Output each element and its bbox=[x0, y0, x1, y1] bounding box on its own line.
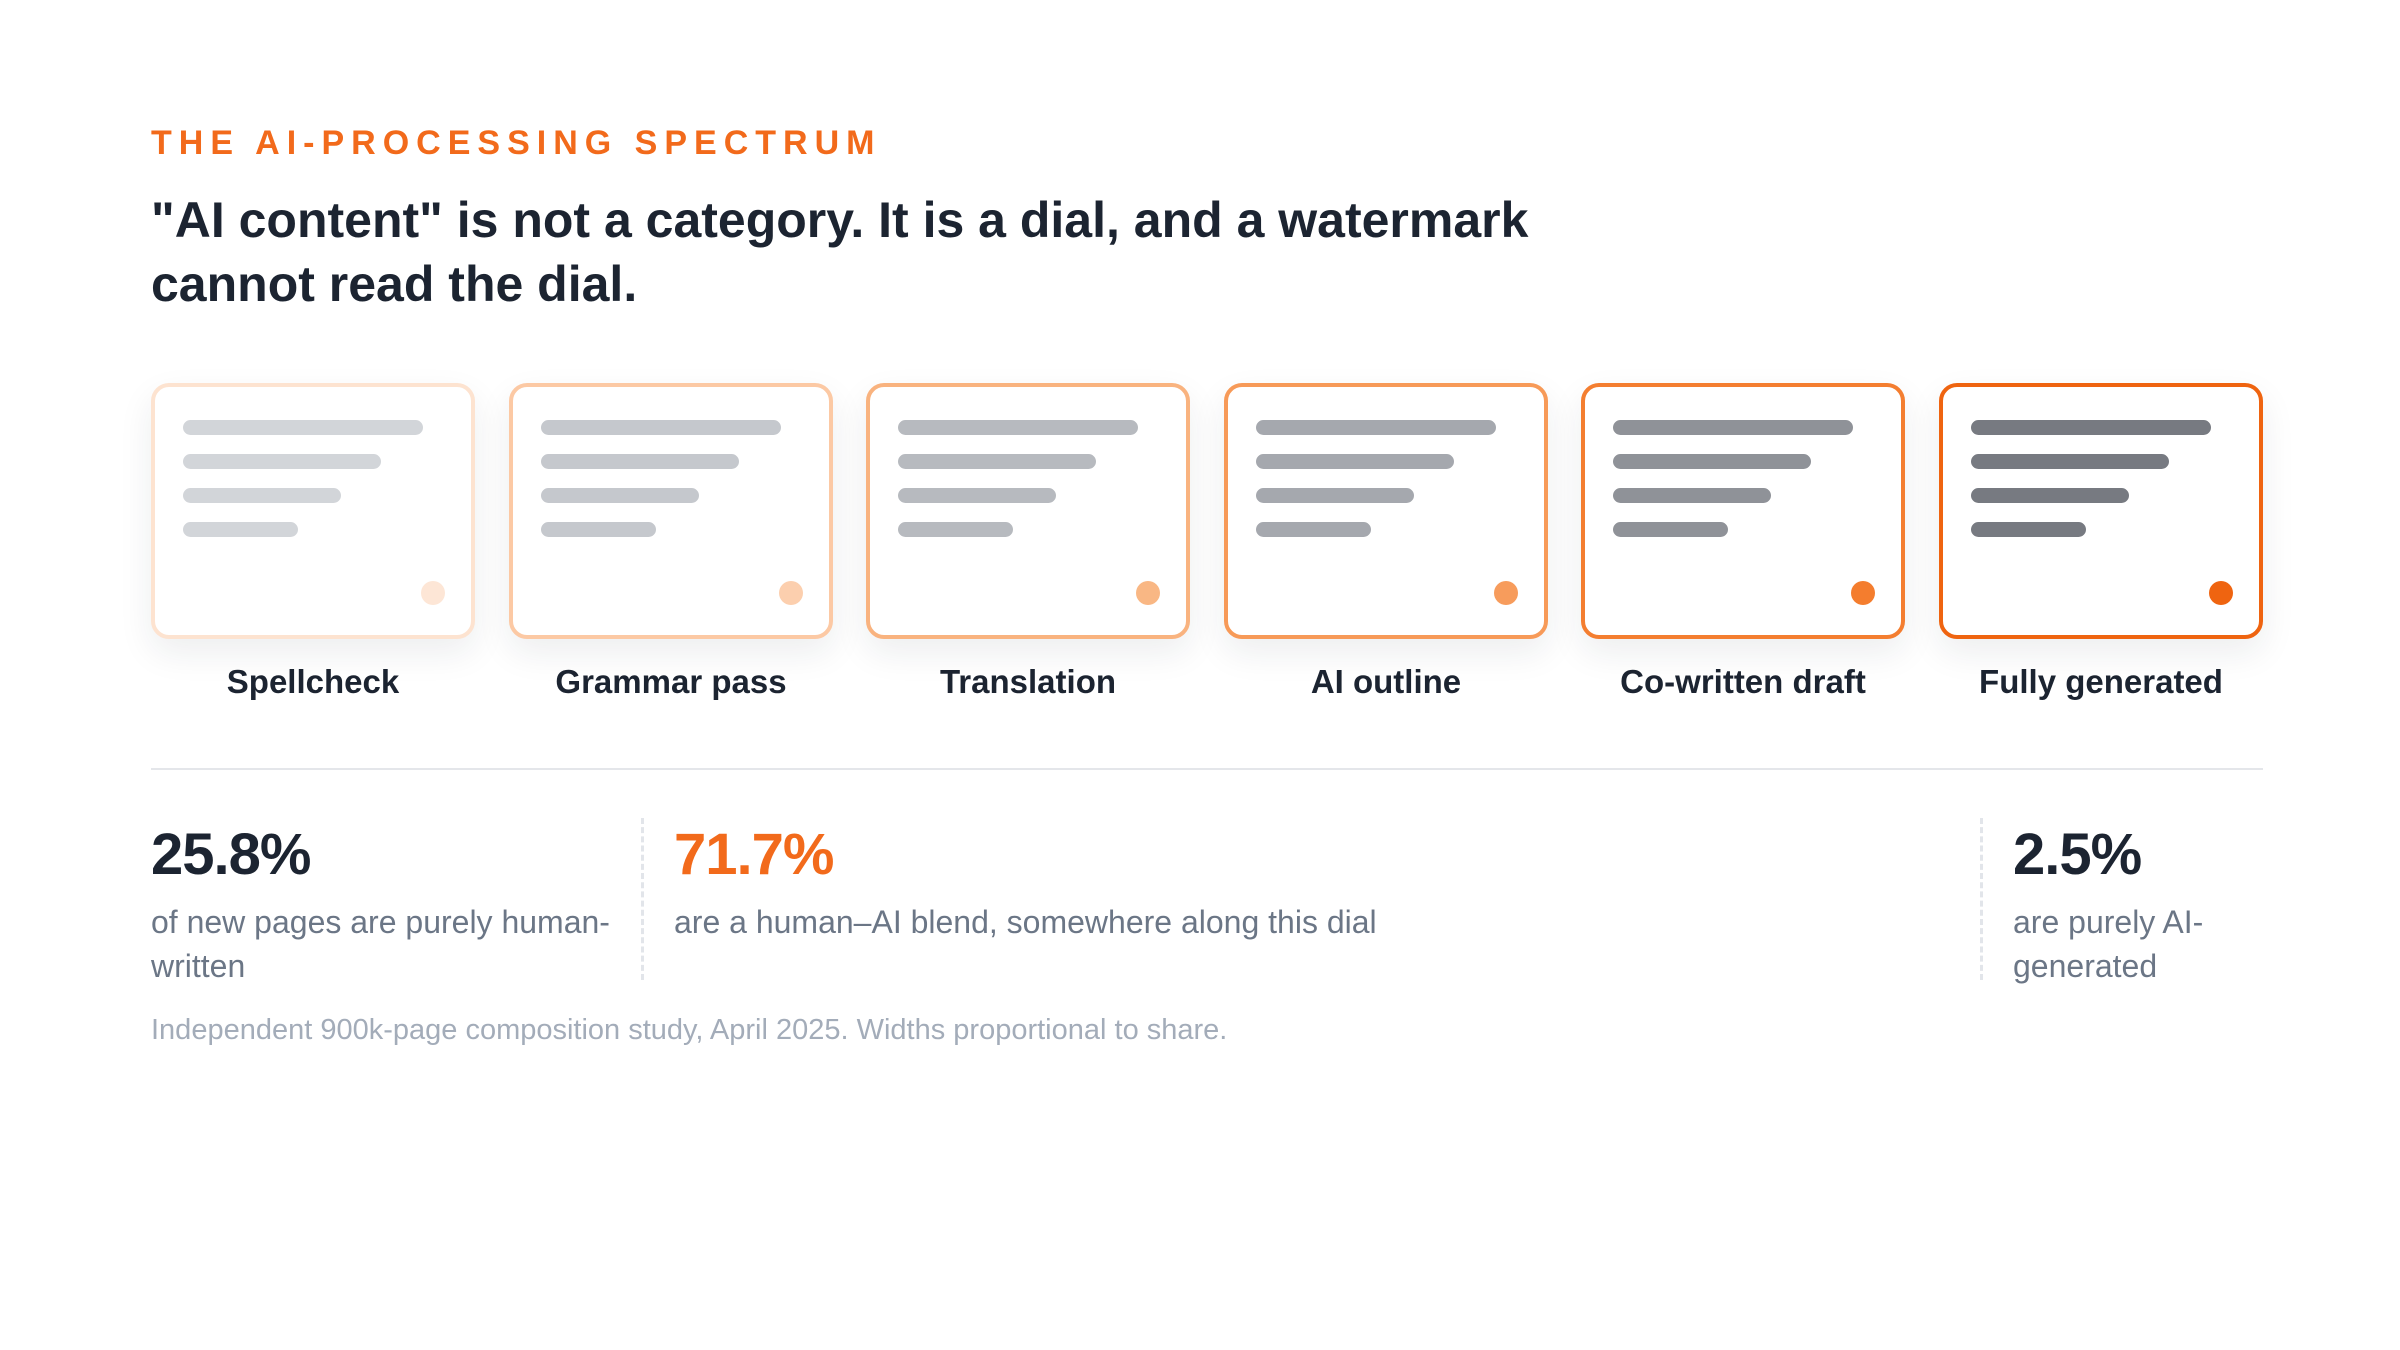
spectrum-step: Translation bbox=[866, 383, 1190, 701]
spectrum-step-label: Fully generated bbox=[1979, 663, 2223, 700]
spectrum-step-label: Grammar pass bbox=[555, 663, 787, 700]
document-card bbox=[1581, 383, 1905, 639]
stat-description: are purely AI-generated bbox=[2013, 904, 2204, 984]
text-line-placeholder bbox=[183, 488, 341, 503]
document-card bbox=[509, 383, 833, 639]
text-line-placeholder bbox=[183, 454, 381, 469]
text-line-placeholder bbox=[1613, 420, 1853, 435]
text-line-placeholder bbox=[541, 522, 656, 537]
text-line-placeholder bbox=[1971, 522, 2086, 537]
ai-intensity-dot-icon bbox=[2209, 581, 2233, 605]
spectrum-cards: Spellcheck Grammar pass Translation AI outl… bbox=[151, 383, 2263, 703]
text-line-placeholder bbox=[541, 454, 739, 469]
stat-human: 25.8% of new pages are purely human-writ… bbox=[151, 822, 621, 988]
stat-blend: 71.7% are a human–AI blend, somewhere al… bbox=[674, 822, 1934, 944]
stat-separator bbox=[641, 818, 644, 980]
headline: "AI content" is not a category. It is a … bbox=[151, 192, 1529, 312]
spectrum-step-label: AI outline bbox=[1310, 663, 1462, 700]
document-card bbox=[1939, 383, 2263, 639]
spectrum-step: Grammar pass bbox=[509, 383, 833, 701]
ai-intensity-dot-icon bbox=[421, 581, 445, 605]
eyebrow-label: THE AI-PROCESSING SPECTRUM bbox=[151, 124, 882, 162]
text-line-placeholder bbox=[898, 488, 1056, 503]
stat-separator bbox=[1980, 818, 1983, 980]
text-line-placeholder bbox=[1256, 488, 1414, 503]
spectrum-step-label: Translation bbox=[939, 663, 1117, 700]
spectrum-step: AI outline bbox=[1224, 383, 1548, 701]
divider bbox=[151, 768, 2263, 770]
spectrum-step: Fully generated bbox=[1939, 383, 2263, 701]
stat-description: are a human–AI blend, somewhere along th… bbox=[674, 904, 1377, 940]
stat-value: 71.7% bbox=[674, 822, 834, 887]
text-line-placeholder bbox=[541, 420, 781, 435]
text-line-placeholder bbox=[1971, 488, 2129, 503]
text-line-placeholder bbox=[183, 420, 423, 435]
stat-ai: 2.5% are purely AI-generated bbox=[2013, 822, 2263, 988]
text-line-placeholder bbox=[898, 522, 1013, 537]
text-line-placeholder bbox=[1613, 522, 1728, 537]
document-card bbox=[1224, 383, 1548, 639]
ai-intensity-dot-icon bbox=[779, 581, 803, 605]
stat-value: 2.5% bbox=[2013, 822, 2142, 887]
text-line-placeholder bbox=[1256, 522, 1371, 537]
stat-value: 25.8% bbox=[151, 822, 311, 887]
text-line-placeholder bbox=[898, 454, 1096, 469]
text-line-placeholder bbox=[1256, 420, 1496, 435]
document-card bbox=[866, 383, 1190, 639]
text-line-placeholder bbox=[1256, 454, 1454, 469]
spectrum-step: Spellcheck bbox=[151, 383, 475, 701]
document-card bbox=[151, 383, 475, 639]
spectrum-step: Co-written draft bbox=[1581, 383, 1905, 701]
footnote: Independent 900k-page composition study,… bbox=[151, 1014, 1228, 1046]
ai-intensity-dot-icon bbox=[1494, 581, 1518, 605]
spectrum-step-label: Co-written draft bbox=[1620, 663, 1866, 700]
text-line-placeholder bbox=[1971, 454, 2169, 469]
text-line-placeholder bbox=[1613, 454, 1811, 469]
stat-description: of new pages are purely human-written bbox=[151, 904, 610, 984]
text-line-placeholder bbox=[1971, 420, 2211, 435]
text-line-placeholder bbox=[898, 420, 1138, 435]
text-line-placeholder bbox=[541, 488, 699, 503]
spectrum-step-label: Spellcheck bbox=[226, 663, 400, 700]
ai-intensity-dot-icon bbox=[1851, 581, 1875, 605]
text-line-placeholder bbox=[183, 522, 298, 537]
ai-intensity-dot-icon bbox=[1136, 581, 1160, 605]
text-line-placeholder bbox=[1613, 488, 1771, 503]
